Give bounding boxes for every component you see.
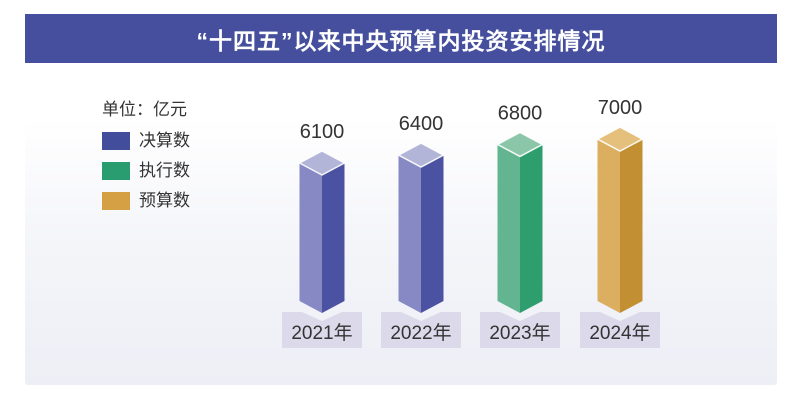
legend-item-execution: 执行数 [102, 162, 190, 180]
legend-swatch-execution [102, 162, 130, 180]
legend-label-final-account: 决算数 [139, 131, 190, 150]
legend-label-execution: 执行数 [139, 161, 190, 180]
legend-item-final-account: 决算数 [102, 132, 190, 150]
legend-item-budget: 预算数 [102, 192, 190, 210]
legend-label-budget: 预算数 [139, 191, 190, 210]
chart-title: “十四五”以来中央预算内投资安排情况 [196, 27, 606, 54]
legend-swatch-budget [102, 192, 130, 210]
chart-title-bar: “十四五”以来中央预算内投资安排情况 [25, 14, 777, 63]
legend-swatch-final-account [102, 132, 130, 150]
legend: 单位：亿元 决算数 执行数 预算数 [102, 100, 190, 210]
chart-panel: “十四五”以来中央预算内投资安排情况 单位：亿元 决算数 执行数 预算数 [25, 14, 777, 385]
unit-label: 单位：亿元 [102, 100, 187, 119]
